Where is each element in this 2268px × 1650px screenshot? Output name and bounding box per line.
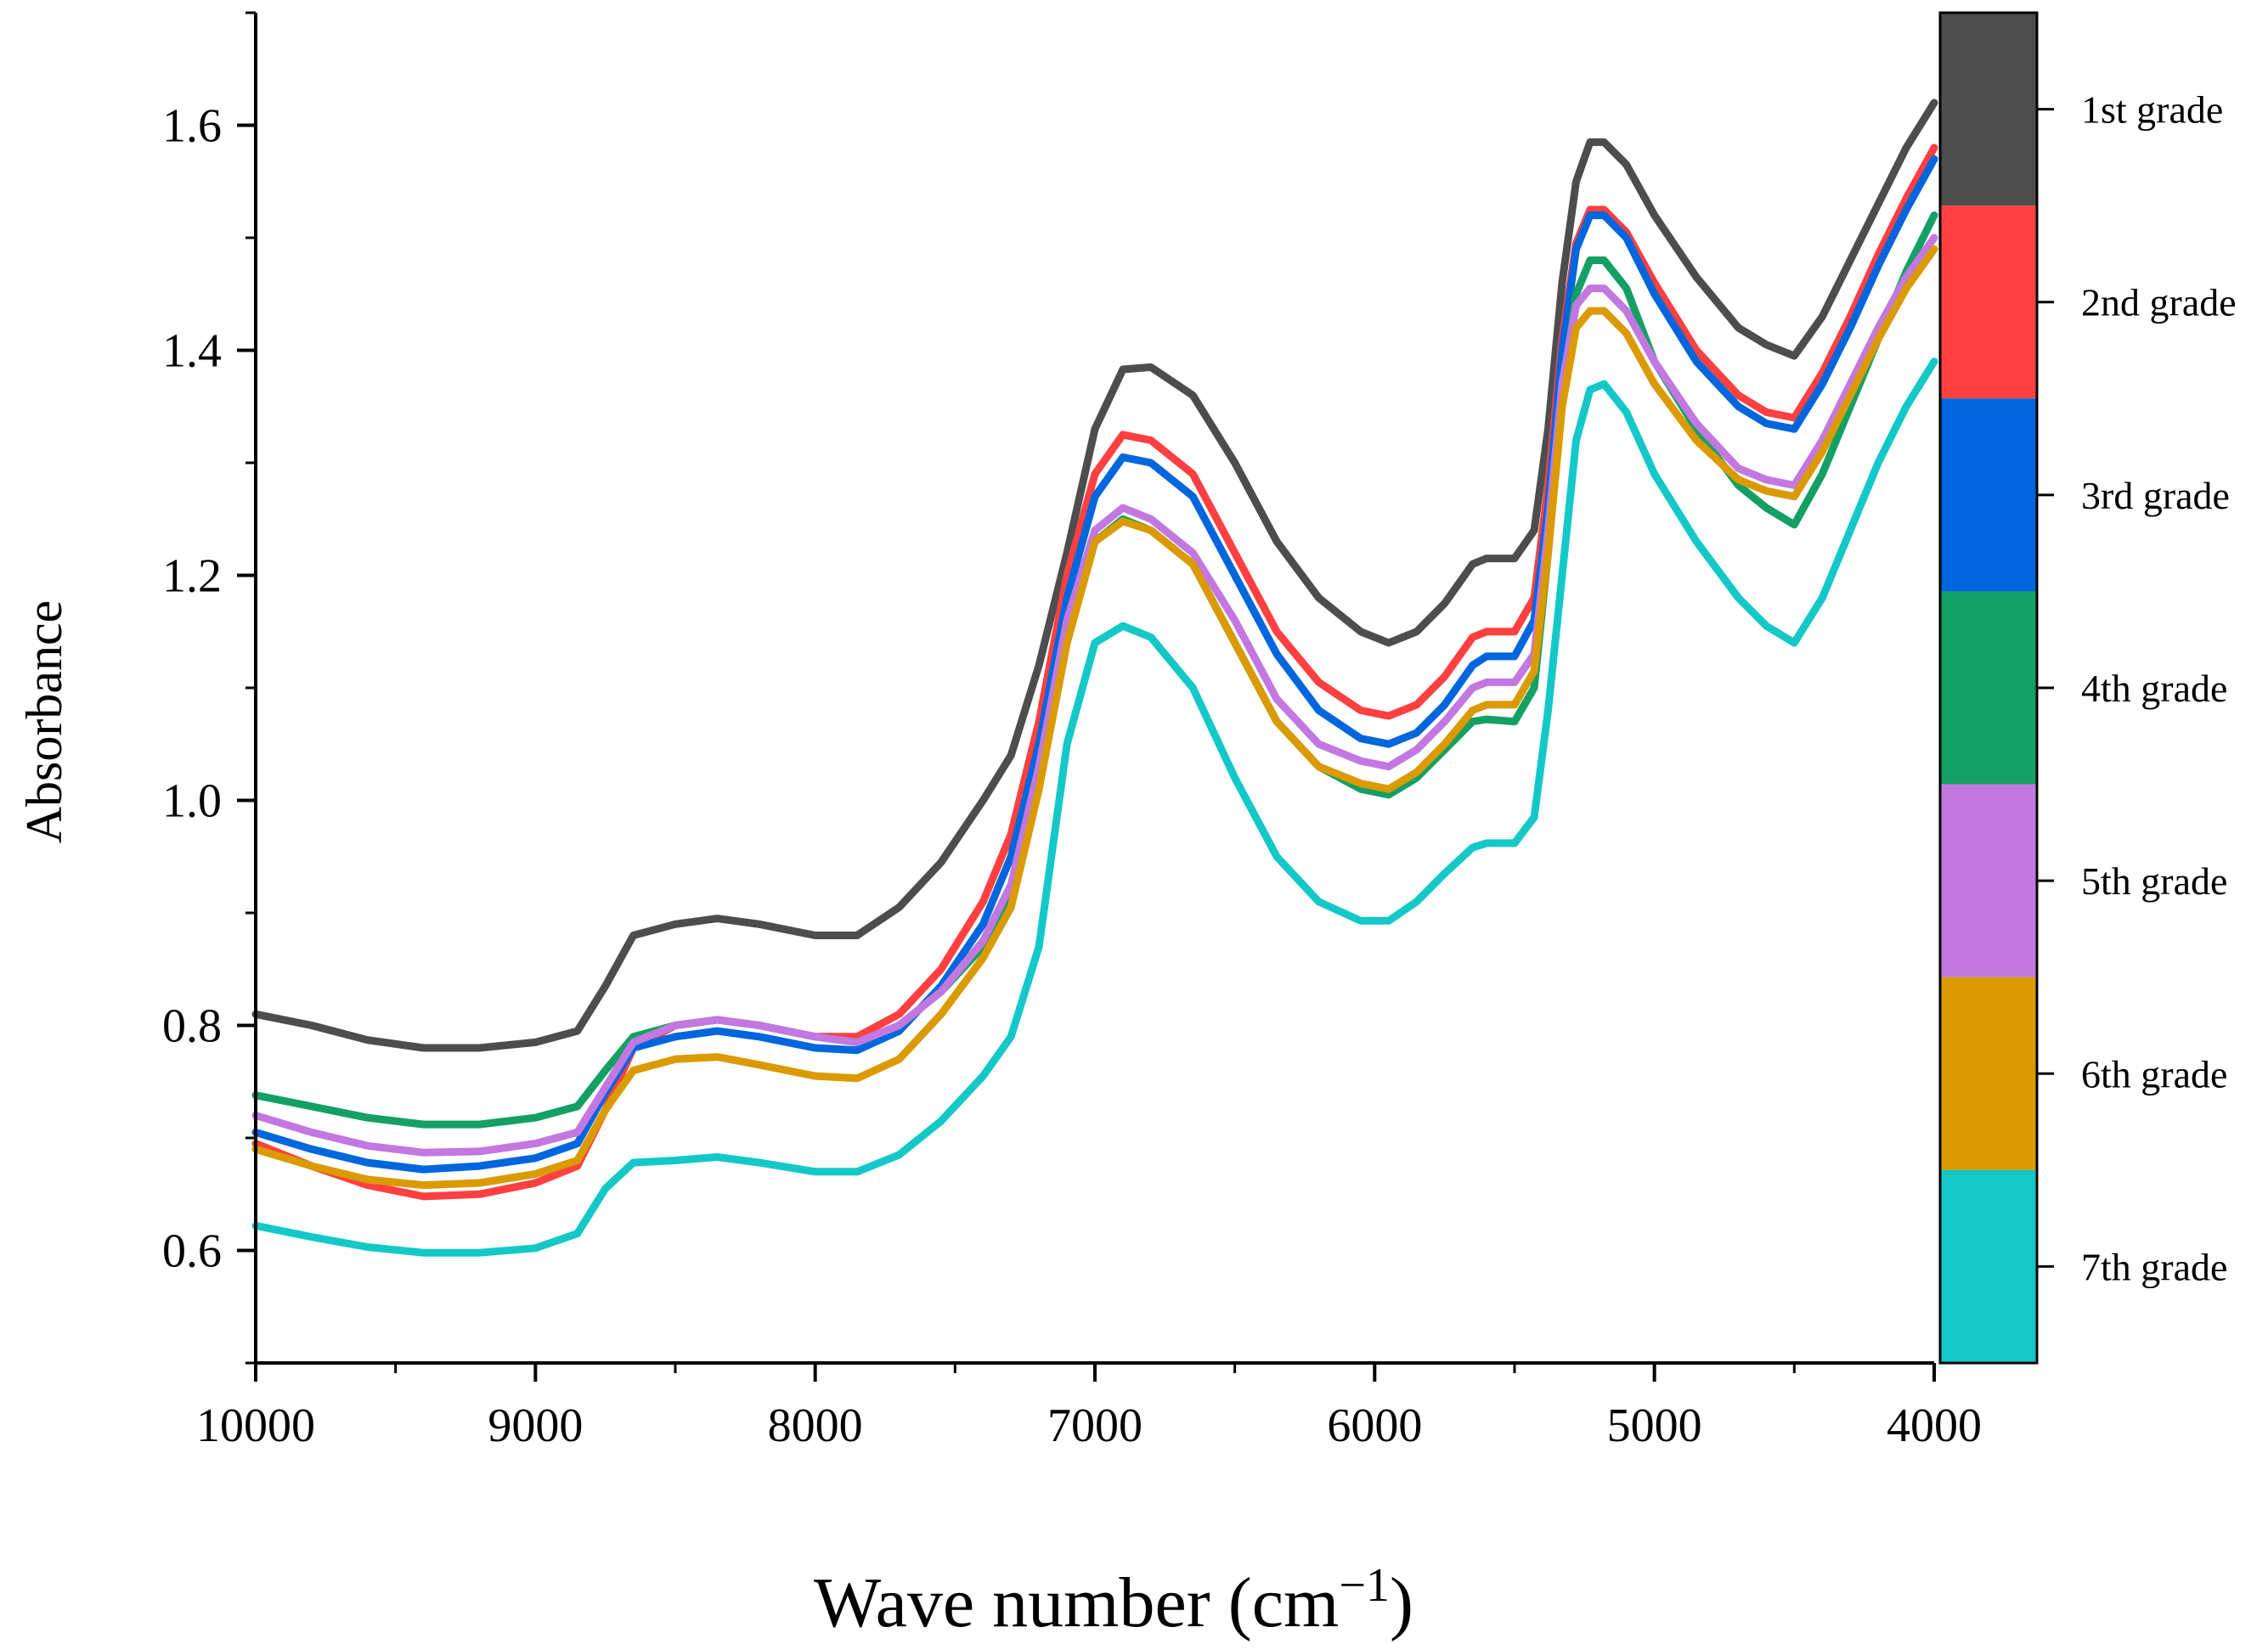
legend-label-1: 1st grade	[2081, 88, 2223, 132]
legend-swatch-7	[1940, 1169, 2037, 1363]
x-tick-label: 7000	[1047, 1399, 1142, 1452]
series-line-3	[251, 155, 1938, 1174]
legend-label-3: 3rd grade	[2081, 474, 2230, 517]
legend-swatch-4	[1940, 591, 2037, 785]
legend-label-7: 7th grade	[2081, 1245, 2227, 1288]
ticks: 10000 9000 8000 7000 6000 5000 4000 0.6 0.8 1.0 1.…	[162, 11, 1982, 1452]
series-line-1	[251, 99, 1938, 1052]
legend-swatch-6	[1940, 977, 2037, 1170]
x-axis-title-superscript: −1	[1339, 1559, 1390, 1612]
x-tick-label: 9000	[488, 1399, 583, 1452]
legend-swatch-1	[1940, 13, 2037, 206]
legend-swatch-3	[1940, 398, 2037, 592]
y-tick-label: 0.6	[162, 1225, 222, 1278]
series-line-6	[251, 245, 1938, 1190]
legend: 1st grade 2nd grade 3rd grade 4th grade 5th …	[1938, 11, 2237, 1365]
legend-label-6: 6th grade	[2081, 1052, 2227, 1095]
x-tick-label: 5000	[1607, 1399, 1702, 1452]
axis-titles: Absorbance Wave number (cm−1)	[16, 600, 1413, 1642]
series-lines	[251, 99, 1938, 1257]
x-axis-title: Wave number (cm−1)	[814, 1559, 1413, 1642]
legend-label-4: 4th grade	[2081, 667, 2227, 710]
series-line-4	[251, 211, 1938, 1129]
series-line-2	[251, 144, 1938, 1201]
y-tick-label: 0.8	[162, 1000, 222, 1053]
y-tick-label: 1.0	[162, 775, 222, 828]
x-axis-title-main: Wave number (cm	[814, 1563, 1339, 1642]
y-tick-label: 1.6	[162, 100, 222, 153]
y-tick-label: 1.4	[162, 325, 222, 378]
x-tick-label: 10000	[196, 1399, 315, 1452]
x-axis-title-close: )	[1390, 1563, 1413, 1642]
legend-border	[1938, 11, 2039, 1365]
legend-swatch-2	[1940, 206, 2037, 399]
y-axis-title: Absorbance	[16, 600, 72, 844]
x-tick-label: 6000	[1327, 1399, 1422, 1452]
series-line-5	[251, 234, 1938, 1157]
legend-label-2: 2nd grade	[2081, 281, 2237, 324]
x-tick-label: 8000	[768, 1399, 863, 1452]
legend-label-5: 5th grade	[2081, 859, 2227, 903]
series-line-7	[251, 358, 1938, 1257]
legend-swatch-5	[1940, 784, 2037, 977]
y-tick-label: 1.2	[162, 550, 222, 603]
x-tick-label: 4000	[1887, 1399, 1982, 1452]
